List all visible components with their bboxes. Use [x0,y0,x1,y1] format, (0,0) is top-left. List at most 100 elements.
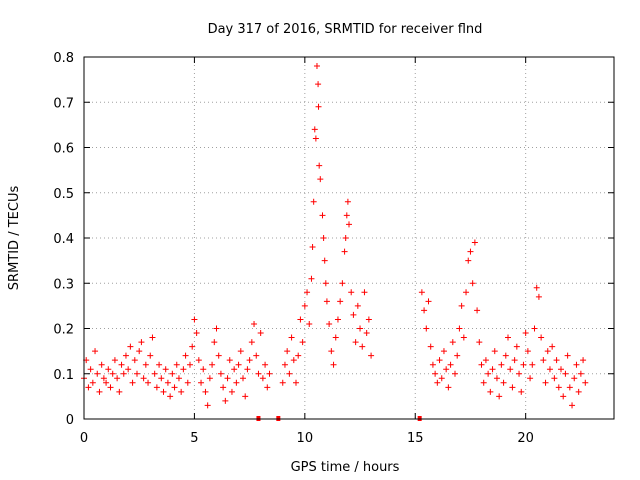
data-point [304,289,311,296]
data-point [344,198,351,205]
data-point [491,348,498,355]
data-point [489,366,496,373]
data-point [346,221,352,228]
data-point [131,357,138,364]
data-point [316,162,323,169]
y-tick-label: 0.6 [53,142,74,157]
data-point [555,384,562,391]
data-point [259,375,266,382]
data-point [577,370,584,377]
data-point [315,81,322,88]
data-point [544,348,551,355]
data-point [485,370,492,377]
data-point [480,379,487,386]
data-point [511,357,518,364]
x-tick-label: 5 [190,431,198,446]
data-point [423,325,430,332]
data-point [558,366,564,373]
data-point [493,375,500,382]
data-point [354,302,361,309]
data-point [476,339,483,346]
data-point [158,375,165,382]
data-point [206,375,213,382]
y-tick-label: 0.5 [53,187,74,202]
data-point [105,366,112,373]
data-point [564,352,571,359]
data-point [94,370,101,377]
data-point [323,298,330,305]
x-tick-label: 20 [517,431,534,446]
data-point [463,289,470,296]
data-point [343,212,350,219]
data-point [368,352,375,359]
data-point [98,361,105,368]
data-point [566,384,573,391]
data-point [140,375,147,382]
data-point [311,126,318,133]
data-point [297,316,304,323]
data-point [352,339,359,346]
data-point [178,388,185,395]
data-point [359,343,366,350]
data-point [136,348,143,355]
data-point [175,375,182,382]
data-point [309,244,316,251]
data-point [560,393,567,400]
data-point [202,388,209,395]
data-point [248,339,255,346]
data-point [310,198,317,205]
data-point [156,361,163,368]
data-point [487,388,494,395]
data-point [237,348,244,355]
data-point [118,361,125,368]
data-point [443,366,450,373]
data-point [153,384,160,391]
data-point [571,375,578,382]
data-point [293,379,299,386]
data-point [228,388,235,395]
data-point [195,357,202,364]
y-tick-label: 0 [66,413,74,428]
data-point [518,388,525,395]
grid-lines [84,57,614,419]
data-point [469,280,476,287]
data-point [138,339,145,346]
data-point [365,316,372,323]
data-point [96,388,103,395]
data-point [313,63,320,70]
data-point [111,357,118,364]
data-point [342,235,349,241]
data-point [308,275,315,282]
data-point [134,370,140,377]
data-point [92,348,99,355]
data-point [191,316,198,323]
data-point [440,348,447,355]
data-point [162,366,169,373]
data-point [445,384,452,391]
data-point [224,375,231,382]
data-point [109,370,116,377]
data-point [167,393,174,400]
data-point [217,370,224,377]
data-point [330,361,337,368]
data-point [122,352,129,359]
x-axis-label: GPS time / hours [291,460,400,475]
data-point [319,212,326,219]
y-tick-label: 0.7 [53,96,74,111]
data-point [215,352,222,359]
data-point [465,257,472,264]
data-point [553,357,560,364]
data-point [500,379,507,386]
data-point [226,357,233,364]
y-tick-label: 0.2 [53,323,74,338]
x-tick-label: 0 [80,431,88,446]
data-point [312,135,319,142]
data-point [496,393,503,400]
data-point [264,384,271,391]
data-point [288,334,295,341]
data-point [220,384,227,391]
data-point [429,361,436,368]
data-point [209,361,216,368]
data-point [164,379,171,386]
data-point [328,348,335,355]
